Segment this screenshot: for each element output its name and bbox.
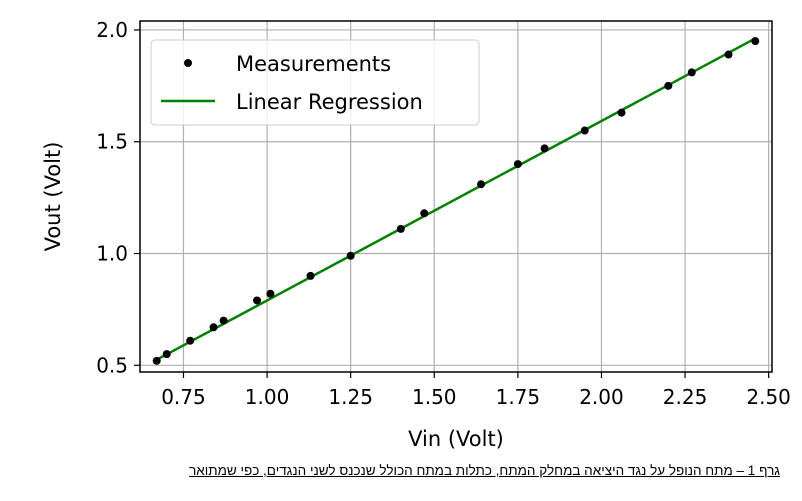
y-tick-label: 1.5 <box>96 130 128 154</box>
measurement-point <box>253 296 262 305</box>
measurement-point <box>751 37 760 46</box>
x-tick-label: 1.00 <box>245 385 290 409</box>
y-tick-label: 0.5 <box>96 353 128 377</box>
x-tick-label: 2.25 <box>663 385 708 409</box>
measurement-point <box>396 224 405 233</box>
measurement-point <box>219 316 228 325</box>
measurement-point <box>306 271 315 280</box>
y-tick-label: 2.0 <box>96 18 128 42</box>
plot-frame <box>139 20 773 373</box>
measurement-points <box>152 37 760 365</box>
x-axis-label: Vin (Volt) <box>408 427 504 451</box>
axis-ticks: 0.75 1.00 1.25 1.50 1.75 2.00 2.25 2.50 0.5 1.0 1.… <box>96 18 791 409</box>
x-tick-label: 1.50 <box>412 385 457 409</box>
legend-label-regression: Linear Regression <box>236 90 423 114</box>
x-tick-label: 0.75 <box>161 385 206 409</box>
x-tick-label: 1.75 <box>496 385 541 409</box>
figure-caption: גרף 1 – מתח הנופל על נגד היציאה במחלק המ… <box>189 463 780 478</box>
regression-line <box>156 37 756 361</box>
x-tick-label: 2.50 <box>746 385 791 409</box>
legend: Measurements Linear Regression <box>150 39 480 126</box>
measurement-point <box>152 356 161 365</box>
x-tick-label: 1.25 <box>328 385 373 409</box>
measurement-point <box>420 209 429 218</box>
legend-box <box>150 39 480 126</box>
measurement-point <box>580 126 589 135</box>
x-tick-label: 2.00 <box>579 385 624 409</box>
measurement-point <box>477 180 486 189</box>
measurement-point <box>724 50 733 59</box>
measurement-point <box>540 144 549 153</box>
legend-label-measurements: Measurements <box>236 52 391 76</box>
measurement-point <box>513 160 522 169</box>
measurement-point <box>664 81 673 90</box>
measurement-point <box>162 350 171 359</box>
regression-line-layer <box>156 37 756 361</box>
legend-marker-measurements <box>184 59 192 67</box>
y-tick-label: 1.0 <box>96 242 128 266</box>
measurement-point <box>209 323 218 332</box>
measurement-point <box>617 108 626 117</box>
measurement-point <box>346 251 355 260</box>
measurement-point <box>266 289 275 298</box>
measurement-point <box>186 336 195 345</box>
measurement-point <box>687 68 696 77</box>
y-axis-label: Vout (Volt) <box>41 142 65 252</box>
